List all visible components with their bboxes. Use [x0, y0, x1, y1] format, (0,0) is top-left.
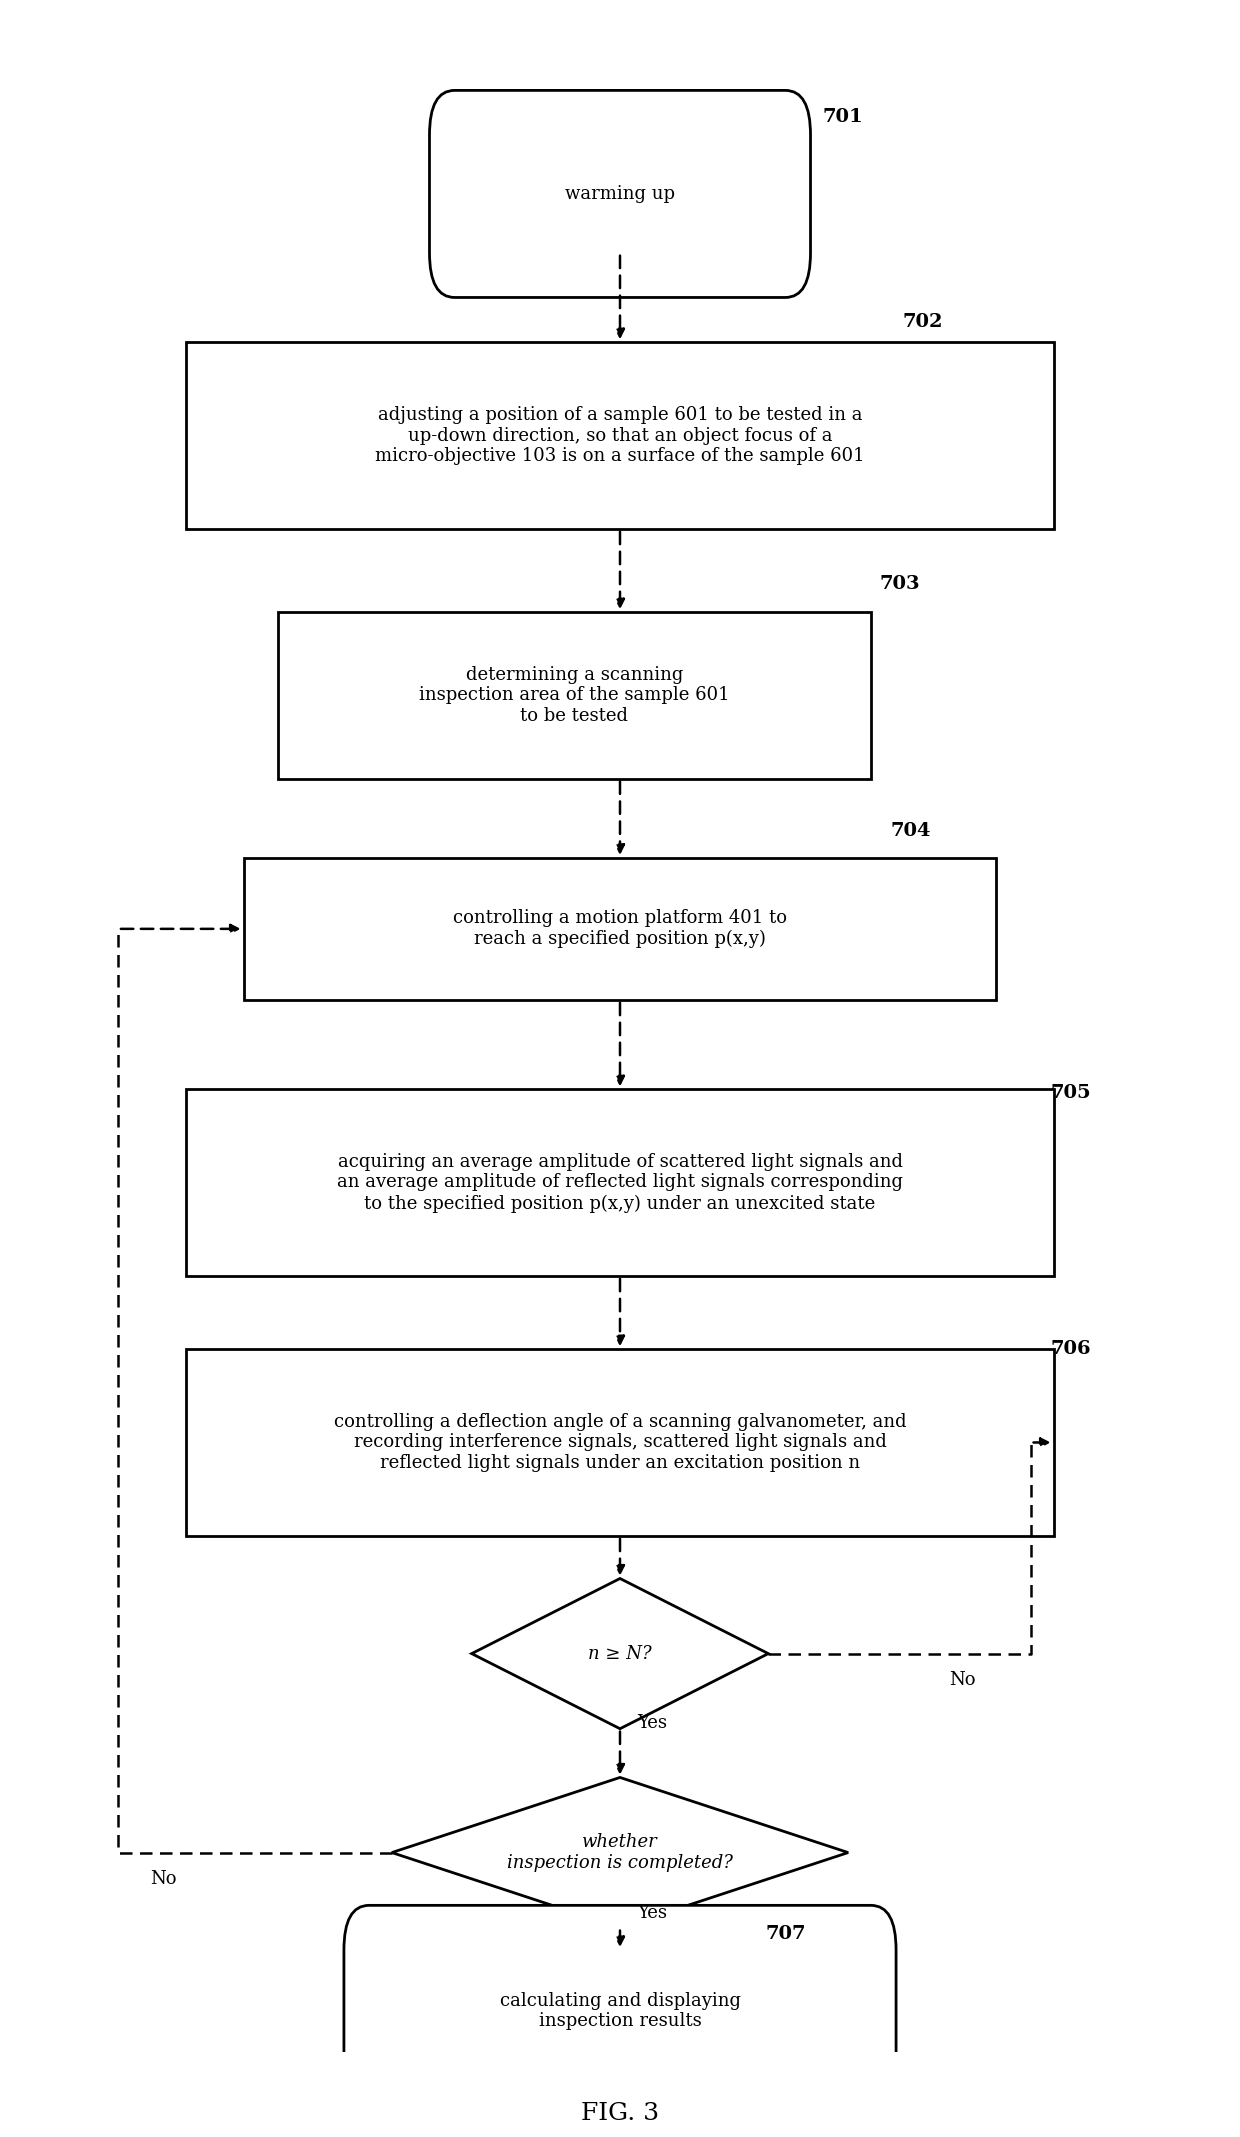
FancyBboxPatch shape — [343, 1906, 897, 2116]
Text: 702: 702 — [901, 312, 942, 331]
Text: 704: 704 — [890, 823, 931, 840]
Text: controlling a motion platform 401 to
reach a specified position p(x,y): controlling a motion platform 401 to rea… — [453, 910, 787, 949]
Bar — [186, 1090, 1054, 1276]
Text: No: No — [150, 1870, 177, 1887]
Bar — [278, 611, 870, 778]
Text: 705: 705 — [1050, 1083, 1091, 1103]
Polygon shape — [471, 1579, 769, 1729]
Text: controlling a deflection angle of a scanning galvanometer, and
recording interfe: controlling a deflection angle of a scan… — [334, 1413, 906, 1472]
Text: warming up: warming up — [565, 186, 675, 203]
Text: 703: 703 — [879, 575, 920, 592]
Polygon shape — [392, 1778, 848, 1928]
Text: 707: 707 — [765, 1925, 806, 1943]
Text: 701: 701 — [822, 107, 863, 126]
Text: Yes: Yes — [637, 1714, 667, 1731]
Text: adjusting a position of a sample 601 to be tested in a
up-down direction, so tha: adjusting a position of a sample 601 to … — [376, 406, 864, 466]
Text: whether
inspection is completed?: whether inspection is completed? — [507, 1834, 733, 1872]
Bar — [243, 857, 997, 1000]
Text: 706: 706 — [1050, 1340, 1091, 1359]
Text: acquiring an average amplitude of scattered light signals and
an average amplitu: acquiring an average amplitude of scatte… — [337, 1152, 903, 1212]
Text: FIG. 3: FIG. 3 — [580, 2103, 660, 2126]
Text: No: No — [949, 1671, 976, 1688]
Text: calculating and displaying
inspection results: calculating and displaying inspection re… — [500, 1992, 740, 2030]
Text: n ≥ N?: n ≥ N? — [588, 1645, 652, 1663]
Bar — [186, 342, 1054, 528]
Text: Yes: Yes — [637, 1904, 667, 1923]
Text: determining a scanning
inspection area of the sample 601
to be tested: determining a scanning inspection area o… — [419, 665, 729, 724]
FancyBboxPatch shape — [429, 90, 811, 297]
Bar — [186, 1348, 1054, 1537]
